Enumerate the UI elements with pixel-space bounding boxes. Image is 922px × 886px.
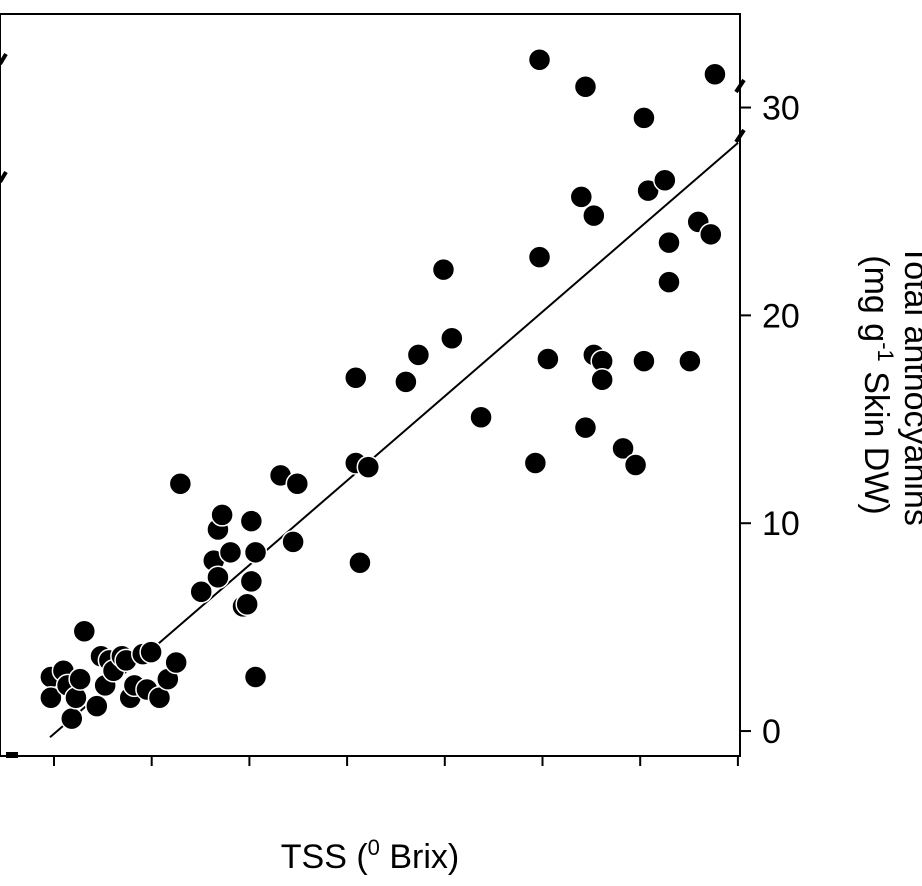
- data-point: [85, 694, 109, 718]
- axis-break-mark-left-top: [0, 52, 8, 66]
- x-axis-ticks: [53, 756, 739, 766]
- data-point: [235, 592, 259, 617]
- data-point: [523, 451, 548, 475]
- data-points: [39, 47, 727, 731]
- data-point: [356, 455, 381, 479]
- data-point: [657, 270, 681, 294]
- data-point: [582, 203, 606, 228]
- data-point: [590, 368, 614, 392]
- data-point: [611, 436, 635, 461]
- y-tick-label: 30: [762, 90, 800, 128]
- data-point: [60, 706, 84, 731]
- data-point: [243, 665, 268, 689]
- data-point: [657, 230, 681, 255]
- data-point: [39, 686, 63, 710]
- data-point: [285, 471, 310, 496]
- axis-break-mark-left-bottom: [0, 170, 8, 184]
- y-tick-label: 0: [762, 713, 781, 751]
- x-axis-title-main: TSS (: [281, 838, 369, 876]
- regression-line: [49, 142, 739, 739]
- data-point: [632, 349, 656, 373]
- x-axis-title: TSS (0 Brix): [281, 835, 459, 876]
- data-point: [243, 540, 268, 565]
- y-axis-title-line2-end: Skin DW): [857, 362, 895, 515]
- data-point: [239, 569, 264, 594]
- y-axis-title-line2: (mg g-1 Skin DW): [857, 255, 898, 514]
- data-point: [239, 509, 264, 533]
- data-point: [573, 74, 598, 99]
- data-point: [527, 47, 552, 72]
- data-point: [139, 640, 163, 664]
- y-axis-title: Total anthocyanins (mg g-1 Skin DW): [857, 244, 922, 526]
- axis-break-mark-right-bottom: [734, 128, 746, 144]
- data-point: [68, 667, 92, 691]
- data-point: [469, 405, 493, 429]
- data-point: [168, 471, 193, 496]
- x-axis-title-unit: Brix): [380, 838, 459, 876]
- axis-corner-mark: [6, 752, 18, 758]
- plot-frame: [0, 13, 741, 757]
- data-point: [653, 168, 677, 193]
- data-point: [406, 343, 431, 367]
- data-point: [636, 178, 660, 203]
- data-point: [72, 619, 97, 644]
- plot-area: 0 10 20 30: [0, 13, 800, 766]
- y-axis-title-line1: Total anthocyanins: [897, 244, 922, 526]
- axis-break-marks: [0, 52, 746, 758]
- y-tick-label: 20: [762, 297, 800, 335]
- data-point: [348, 550, 372, 575]
- data-point: [431, 257, 456, 282]
- data-point: [678, 349, 702, 373]
- data-point: [281, 530, 305, 554]
- data-point: [164, 650, 188, 675]
- data-point: [623, 453, 648, 477]
- data-point: [189, 580, 213, 604]
- axis-break-mark-right-top: [734, 78, 746, 94]
- data-point: [632, 106, 656, 130]
- data-point: [210, 503, 234, 527]
- data-point: [206, 565, 230, 590]
- y-axis-title-superscript: -1: [873, 342, 898, 362]
- y-axis-title-line2-start: (mg g: [857, 255, 895, 342]
- data-point: [536, 347, 560, 371]
- y-axis-ticks: 0 10 20 30: [740, 90, 800, 751]
- data-point: [703, 62, 727, 87]
- data-point: [699, 222, 723, 247]
- data-point: [527, 245, 552, 269]
- y-tick-label: 10: [762, 505, 800, 543]
- data-point: [569, 185, 594, 209]
- data-point: [573, 415, 598, 440]
- data-point: [440, 326, 464, 350]
- data-point: [394, 370, 418, 394]
- data-point: [218, 540, 243, 565]
- x-axis-title-superscript: 0: [368, 835, 380, 860]
- data-point: [344, 365, 368, 390]
